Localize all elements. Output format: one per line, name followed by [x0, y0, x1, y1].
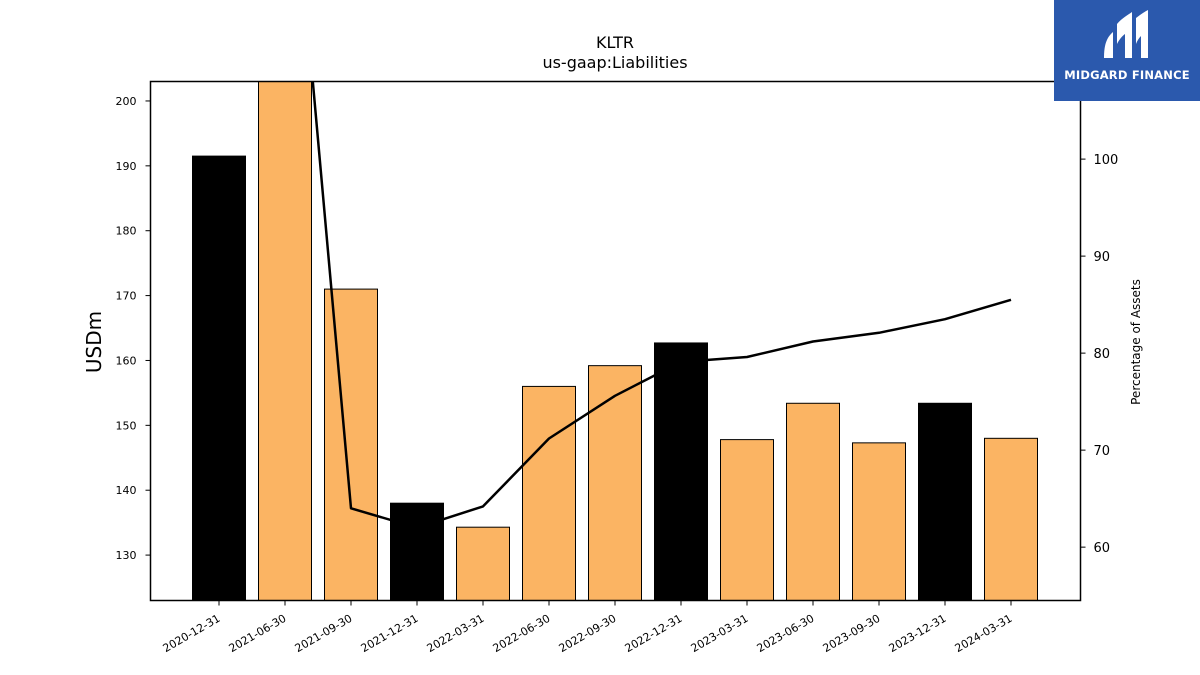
y-tick-label: 180 [116, 225, 137, 238]
bar [522, 385, 576, 601]
y-tick-label: 160 [116, 354, 137, 367]
x-tick-label: 2024-03-31 [953, 612, 1015, 655]
chart-title: KLTR [596, 33, 634, 52]
y-axis-label: USDm [82, 311, 106, 373]
chart-subtitle: us-gaap:Liabilities [542, 53, 687, 72]
y-tick-label: 150 [116, 419, 137, 432]
series-line [311, 81, 1012, 529]
y-tick-label: 140 [116, 484, 137, 497]
x-tick-label: 2023-06-30 [755, 612, 817, 655]
y2-tick-label: 80 [1094, 347, 1111, 362]
y-tick-label: 170 [116, 290, 137, 303]
bar [654, 342, 708, 601]
x-tick-label: 2022-12-31 [623, 612, 685, 655]
x-tick-label: 2023-09-30 [821, 612, 883, 655]
y2-tick-label: 90 [1094, 250, 1111, 265]
y-tick-label: 190 [116, 160, 137, 173]
bar [258, 81, 312, 601]
bar [786, 402, 840, 601]
x-tick-label: 2020-12-31 [161, 612, 223, 655]
x-tick-label: 2021-09-30 [293, 612, 355, 655]
bars-layer [192, 81, 1038, 602]
y2-tick-label: 70 [1094, 444, 1111, 459]
bar [192, 155, 246, 601]
midgard-finance-logo-icon [1104, 10, 1148, 58]
x-tick-label: 2023-12-31 [887, 612, 949, 655]
y-tick-label: 200 [116, 95, 137, 108]
x-tick-label: 2021-12-31 [359, 612, 421, 655]
line-layer [311, 81, 1012, 529]
bar [588, 365, 642, 601]
bar [918, 402, 972, 601]
y2-tick-label: 100 [1094, 153, 1119, 168]
x-tick-label: 2022-09-30 [557, 612, 619, 655]
y2-axis-label: Percentage of Assets [1129, 279, 1143, 405]
y-tick-label: 130 [116, 549, 137, 562]
logo-text: MIDGARD FINANCE [1064, 68, 1190, 82]
x-tick-label: 2022-03-31 [425, 612, 487, 655]
bar [852, 442, 906, 602]
x-tick-label: 2021-06-30 [227, 612, 289, 655]
bar [984, 437, 1038, 601]
midgard-finance-logo: MIDGARD FINANCE [1054, 0, 1200, 101]
bar [324, 288, 378, 601]
y2-tick-label: 60 [1094, 541, 1111, 556]
bar [456, 526, 510, 601]
x-tick-label: 2022-06-30 [491, 612, 553, 655]
bar [390, 502, 444, 601]
bar [720, 439, 774, 601]
x-tick-label: 2023-03-31 [689, 612, 751, 655]
